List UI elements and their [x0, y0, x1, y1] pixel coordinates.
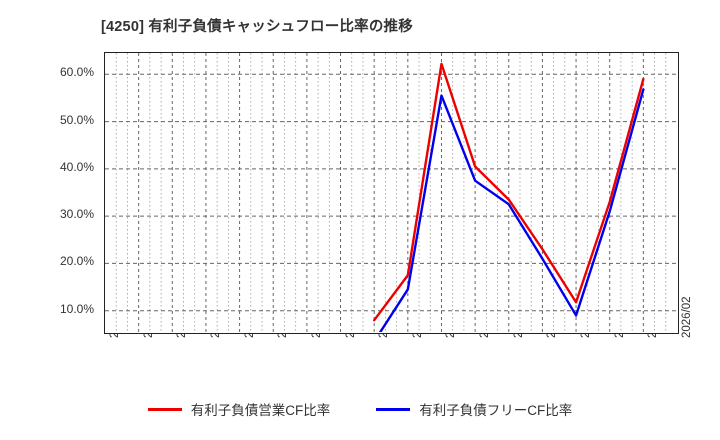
legend-color-swatch: [147, 407, 182, 411]
y-axis-tick-label: 10.0%: [59, 301, 94, 316]
y-axis-tick-label: 40.0%: [59, 159, 94, 174]
legend-color-swatch: [376, 407, 411, 411]
y-axis-tick-label: 60.0%: [59, 65, 94, 80]
y-axis-tick-label: 20.0%: [59, 254, 94, 269]
legend-item[interactable]: 有利子負債フリーCF比率: [376, 399, 572, 419]
legend-label: 有利子負債フリーCF比率: [419, 403, 573, 418]
series-line: [378, 88, 645, 332]
legend-item[interactable]: 有利子負債営業CF比率: [147, 399, 331, 419]
series-line: [372, 62, 645, 322]
page-title: [4250] 有利子負債キャッシュフロー比率の推移: [101, 19, 413, 35]
plot-area: [104, 52, 679, 334]
chart-legend: 有利子負債営業CF比率 有利子負債フリーCF比率: [0, 399, 720, 419]
chart-canvas: [105, 53, 677, 332]
x-axis-tick-label: 2026/02: [681, 296, 693, 338]
legend-label: 有利子負債営業CF比率: [190, 403, 331, 418]
y-axis-tick-label: 30.0%: [59, 207, 94, 222]
y-axis-tick-label: 50.0%: [59, 112, 94, 127]
